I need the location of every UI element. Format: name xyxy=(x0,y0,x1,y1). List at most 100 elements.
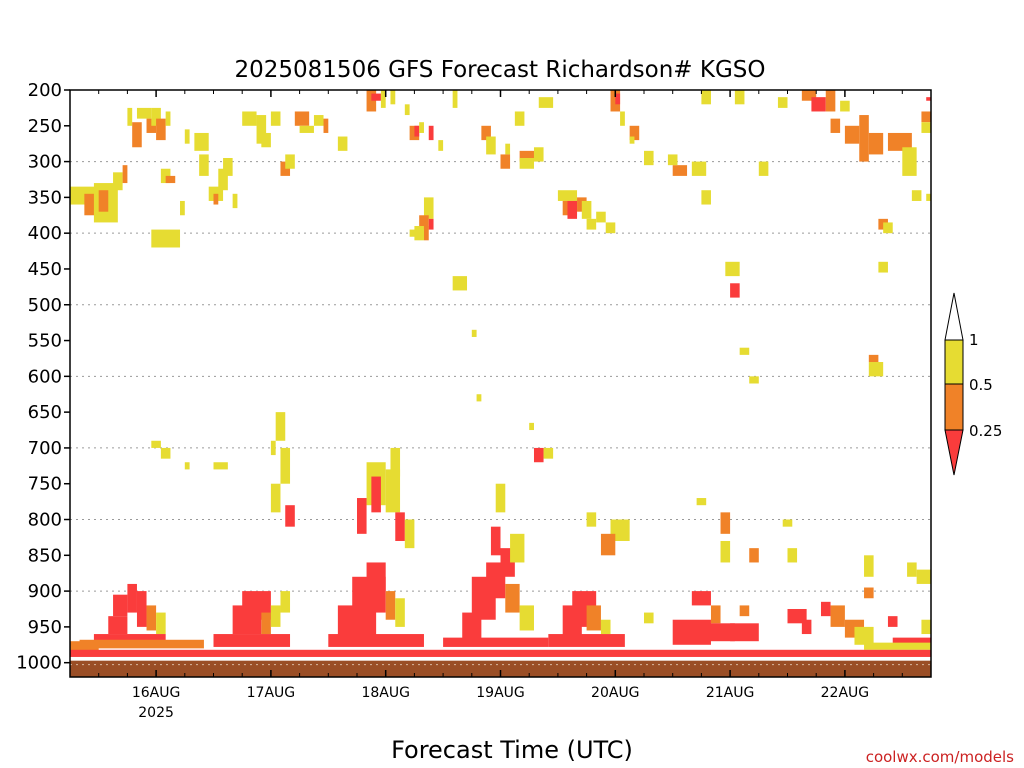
x-axis-label: Forecast Time (UTC) xyxy=(391,736,633,764)
x-tick-label: 21AUG xyxy=(706,685,755,701)
ri-cell xyxy=(868,362,884,377)
ri-cell xyxy=(868,354,879,363)
ri-cell xyxy=(261,132,271,148)
ri-cell xyxy=(782,519,793,527)
ri-cell xyxy=(423,226,429,241)
ri-cell xyxy=(199,154,209,176)
ri-cell xyxy=(720,540,731,563)
y-tick-label: 650 xyxy=(28,402,62,423)
ri-cell xyxy=(471,329,477,337)
ri-cell xyxy=(285,154,295,169)
ri-cell xyxy=(323,118,329,133)
ri-cell xyxy=(280,447,291,484)
y-tick-label: 300 xyxy=(28,152,62,173)
ri-cell xyxy=(213,634,291,647)
ri-cell xyxy=(261,612,271,635)
ri-cell xyxy=(921,111,931,123)
y-tick-label: 250 xyxy=(28,116,62,137)
ri-cell xyxy=(270,440,276,456)
ri-cell xyxy=(883,222,893,234)
ri-cell xyxy=(93,634,166,645)
chart-title: 2025081506 GFS Forecast Richardson# KGSO xyxy=(235,57,766,83)
ri-cell xyxy=(596,211,606,223)
y-tick-label: 500 xyxy=(28,295,62,316)
ri-cell xyxy=(122,165,128,184)
ri-cell xyxy=(629,125,640,141)
ri-cell xyxy=(739,347,750,355)
ri-cell xyxy=(600,533,616,556)
ri-cell xyxy=(600,619,611,635)
ri-cell xyxy=(371,93,381,101)
ri-cell xyxy=(801,619,812,635)
y-axis: 200 250 300 350 400 450 500 550 600 650 700 750 800 8… xyxy=(16,80,70,674)
legend-swatch-red xyxy=(944,429,964,476)
y-tick-label: 200 xyxy=(28,80,62,101)
ri-cell xyxy=(232,193,238,209)
ri-cell xyxy=(801,90,817,101)
ri-cell xyxy=(864,642,931,650)
ri-cell xyxy=(313,115,324,126)
ri-cell xyxy=(423,197,434,219)
ri-cell xyxy=(921,619,931,635)
ri-cell xyxy=(357,498,367,534)
ri-cell xyxy=(701,90,711,105)
ri-cell xyxy=(443,637,549,647)
ri-cell xyxy=(223,158,233,176)
ri-cell xyxy=(156,118,166,141)
ri-cell xyxy=(911,190,922,201)
ri-cell xyxy=(184,462,190,470)
ri-cell xyxy=(696,498,707,506)
ri-cell xyxy=(151,440,161,448)
ri-cell xyxy=(710,605,721,624)
ri-cell xyxy=(644,150,654,166)
ri-cell xyxy=(758,161,769,176)
ri-cell xyxy=(548,634,625,647)
ri-cell xyxy=(385,591,396,620)
ri-cell xyxy=(218,168,228,191)
ri-cell xyxy=(490,526,501,556)
ri-cell xyxy=(419,215,429,230)
ri-cell xyxy=(184,129,190,144)
ri-cell xyxy=(256,115,267,144)
ri-cell xyxy=(270,605,281,627)
ri-cell xyxy=(844,125,860,144)
credit-text: coolwx.com/models xyxy=(866,748,1014,766)
ri-cell xyxy=(749,376,759,384)
ri-cell xyxy=(414,125,420,137)
ri-cell xyxy=(495,483,506,513)
ri-cell xyxy=(428,125,434,141)
ri-cell xyxy=(481,125,491,141)
legend: 1 0.5 0.25 xyxy=(944,292,1002,476)
ri-cell xyxy=(113,594,128,617)
ri-cell xyxy=(337,136,348,151)
ri-cell xyxy=(395,512,405,541)
ri-cell xyxy=(160,168,171,184)
ri-cell xyxy=(581,200,592,219)
ri-cell xyxy=(739,605,750,617)
ri-cell xyxy=(519,150,534,162)
ri-cell xyxy=(476,394,482,402)
ri-cell xyxy=(620,111,625,126)
y-tick-label: 400 xyxy=(28,223,62,244)
ri-cell xyxy=(452,276,468,291)
ri-cell xyxy=(385,469,401,513)
ri-cell xyxy=(371,476,381,513)
legend-label: 0.25 xyxy=(969,422,1002,440)
legend-swatch-orange xyxy=(944,383,964,431)
ri-cell xyxy=(543,447,554,459)
ri-cell xyxy=(787,548,798,563)
x-tick-label: 22AUG xyxy=(821,685,870,701)
y-tick-label: 350 xyxy=(28,187,62,208)
ri-cell xyxy=(854,626,874,645)
ri-cell xyxy=(926,193,931,201)
ri-cell xyxy=(730,623,759,642)
ri-cell xyxy=(887,616,898,627)
ri-cell xyxy=(864,555,874,577)
ri-cell xyxy=(70,641,99,652)
ri-cell xyxy=(586,605,601,631)
ri-cell xyxy=(136,107,152,119)
ri-cell xyxy=(419,122,424,133)
x-tick-label: 16AUG xyxy=(132,685,181,701)
y-tick-label: 1000 xyxy=(16,653,62,674)
